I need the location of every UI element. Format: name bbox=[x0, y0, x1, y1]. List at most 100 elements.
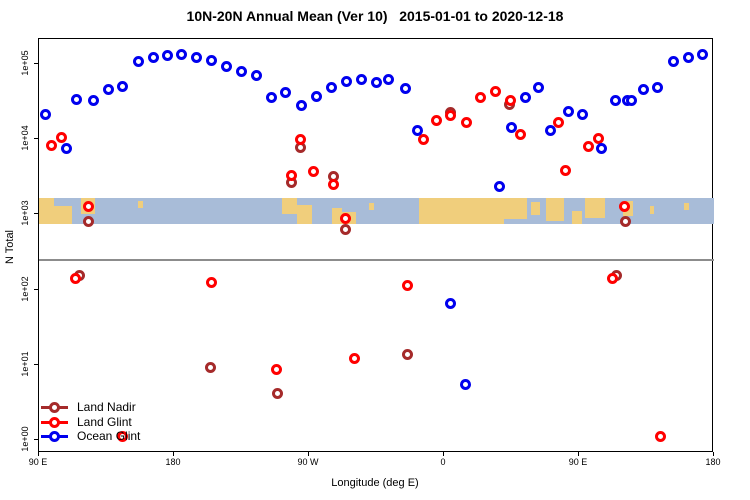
data-point-ocean-glint bbox=[236, 66, 247, 78]
legend-label-land-nadir: Land Nadir bbox=[77, 400, 136, 414]
data-point-ocean-glint bbox=[576, 108, 588, 120]
data-point-land-glint bbox=[593, 133, 604, 145]
data-point-ocean-glint bbox=[132, 56, 144, 68]
data-point-land-glint bbox=[294, 134, 306, 146]
data-point-ocean-glint bbox=[221, 60, 232, 72]
legend-marker-land-nadir bbox=[49, 402, 60, 413]
chart-title: 10N-20N Annual Mean (Ver 10) 2015-01-01 … bbox=[186, 8, 564, 24]
y-axis-label: N Total bbox=[4, 229, 16, 265]
data-point-ocean-glint bbox=[116, 81, 128, 93]
data-point-ocean-glint bbox=[341, 75, 352, 87]
y-tick bbox=[34, 213, 38, 215]
data-point-land-glint bbox=[285, 169, 297, 181]
y-tick bbox=[34, 138, 38, 140]
data-point-ocean-glint bbox=[683, 51, 694, 63]
x-tick bbox=[173, 452, 174, 456]
x-tick-label: 0 bbox=[440, 457, 446, 467]
data-point-ocean-glint bbox=[206, 55, 217, 67]
data-point-ocean-glint bbox=[60, 143, 72, 155]
data-point-land-glint bbox=[56, 132, 67, 144]
data-point-ocean-glint bbox=[251, 69, 262, 81]
y-tick bbox=[34, 363, 38, 365]
land-segment bbox=[418, 198, 504, 224]
data-point-ocean-glint bbox=[191, 51, 202, 63]
legend-label-land-glint: Land Glint bbox=[77, 414, 132, 429]
data-point-ocean-glint bbox=[563, 105, 574, 117]
x-tick-label: 180 bbox=[705, 457, 721, 467]
land-segment bbox=[282, 198, 297, 214]
data-point-ocean-glint bbox=[533, 81, 544, 93]
data-point-land-nadir bbox=[83, 215, 94, 227]
land-segment bbox=[504, 198, 527, 219]
data-point-land-nadir bbox=[205, 361, 217, 373]
x-tick bbox=[578, 452, 579, 456]
data-point-land-glint bbox=[474, 91, 486, 103]
legend-marker-ocean-glint bbox=[49, 431, 60, 442]
x-tick-label: 90 E bbox=[28, 457, 48, 467]
land-segment bbox=[649, 205, 654, 214]
data-point-ocean-glint bbox=[494, 181, 505, 193]
x-tick bbox=[713, 452, 714, 456]
land-segment bbox=[54, 205, 72, 224]
data-point-land-glint bbox=[489, 86, 501, 98]
data-point-land-glint bbox=[340, 213, 352, 225]
data-point-land-glint bbox=[401, 280, 413, 292]
data-point-land-glint bbox=[70, 272, 82, 284]
data-point-land-glint bbox=[504, 94, 516, 106]
y-tick bbox=[34, 63, 38, 64]
land-segment bbox=[297, 204, 312, 224]
x-tick bbox=[38, 452, 39, 456]
data-point-ocean-glint bbox=[596, 142, 607, 154]
y-tick-label: 1e+03 bbox=[20, 200, 30, 227]
data-point-land-glint bbox=[417, 134, 429, 146]
data-point-ocean-glint bbox=[39, 108, 51, 120]
x-axis-label: Longitude (deg E) bbox=[331, 477, 419, 489]
y-tick bbox=[34, 288, 38, 290]
land-segment bbox=[39, 198, 54, 224]
data-point-ocean-glint bbox=[399, 82, 411, 94]
data-point-ocean-glint bbox=[412, 125, 424, 137]
x-tick bbox=[308, 452, 309, 456]
data-point-ocean-glint bbox=[311, 90, 322, 102]
land-segment bbox=[369, 203, 374, 210]
data-point-land-glint bbox=[206, 276, 217, 288]
land-segment bbox=[531, 201, 540, 215]
data-point-land-glint bbox=[461, 117, 472, 129]
legend-label-ocean-glint: Ocean Glint bbox=[77, 429, 141, 443]
data-point-ocean-glint bbox=[444, 297, 456, 309]
data-point-ocean-glint bbox=[296, 99, 307, 111]
data-point-land-glint bbox=[328, 178, 340, 190]
plot-area bbox=[38, 38, 714, 452]
data-point-ocean-glint bbox=[545, 125, 556, 137]
reference-line bbox=[39, 258, 714, 261]
data-point-ocean-glint bbox=[326, 81, 337, 93]
data-point-ocean-glint bbox=[87, 94, 99, 106]
data-point-ocean-glint bbox=[668, 56, 679, 68]
data-point-ocean-glint bbox=[459, 379, 471, 391]
data-point-land-glint bbox=[270, 363, 282, 375]
data-point-land-nadir bbox=[620, 216, 631, 228]
data-point-ocean-glint bbox=[147, 51, 159, 63]
y-tick bbox=[34, 439, 38, 440]
y-tick-label: 1e+00 bbox=[20, 426, 30, 452]
land-segment bbox=[571, 211, 582, 224]
data-point-ocean-glint bbox=[161, 50, 173, 62]
data-point-ocean-glint bbox=[356, 73, 367, 85]
data-point-ocean-glint bbox=[279, 87, 291, 99]
data-point-land-nadir bbox=[272, 388, 283, 400]
data-point-land-glint bbox=[116, 430, 128, 442]
data-point-land-glint bbox=[560, 165, 571, 177]
data-point-land-glint bbox=[654, 430, 666, 442]
data-point-land-glint bbox=[606, 272, 618, 284]
x-tick-label: 180 bbox=[165, 457, 181, 467]
y-tick-label: 1e+05 bbox=[20, 50, 30, 76]
data-point-land-glint bbox=[444, 110, 456, 122]
land-segment bbox=[546, 198, 564, 222]
data-point-ocean-glint bbox=[71, 93, 82, 105]
data-point-land-glint bbox=[348, 352, 360, 364]
data-point-land-nadir bbox=[339, 223, 351, 235]
data-point-ocean-glint bbox=[506, 121, 517, 133]
world-map-band bbox=[39, 198, 714, 224]
data-point-ocean-glint bbox=[651, 81, 663, 93]
